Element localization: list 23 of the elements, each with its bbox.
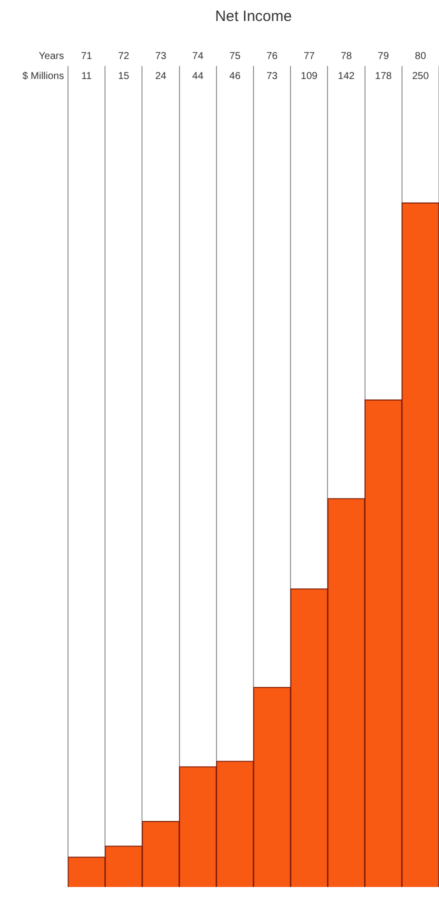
x-tick-label: 72 (118, 50, 130, 62)
x-tick-label: 77 (304, 50, 316, 62)
chart-title: Net Income (215, 8, 292, 26)
x-tick-label: 79 (378, 50, 390, 62)
x-tick-label: 76 (266, 50, 278, 62)
x-tick-label: 73 (155, 50, 167, 62)
y-axis-title: $ Millions (22, 70, 64, 82)
x-tick-label: 74 (192, 50, 204, 62)
x-tick-label: 75 (229, 50, 241, 62)
data-label: 250 (412, 70, 430, 82)
data-label: 44 (192, 70, 204, 82)
data-label: 142 (338, 70, 356, 82)
data-label: 46 (229, 70, 241, 82)
data-label: 178 (375, 70, 392, 82)
data-label: 15 (118, 70, 130, 82)
data-label: 11 (81, 70, 92, 82)
x-tick-label: 71 (80, 50, 93, 62)
x-axis-title: Years (38, 50, 64, 62)
data-label: 24 (155, 70, 167, 82)
data-label: 73 (266, 70, 278, 82)
data-label: 109 (300, 70, 318, 82)
x-tick-label: 78 (340, 50, 352, 62)
x-tick-label: 80 (414, 50, 426, 62)
